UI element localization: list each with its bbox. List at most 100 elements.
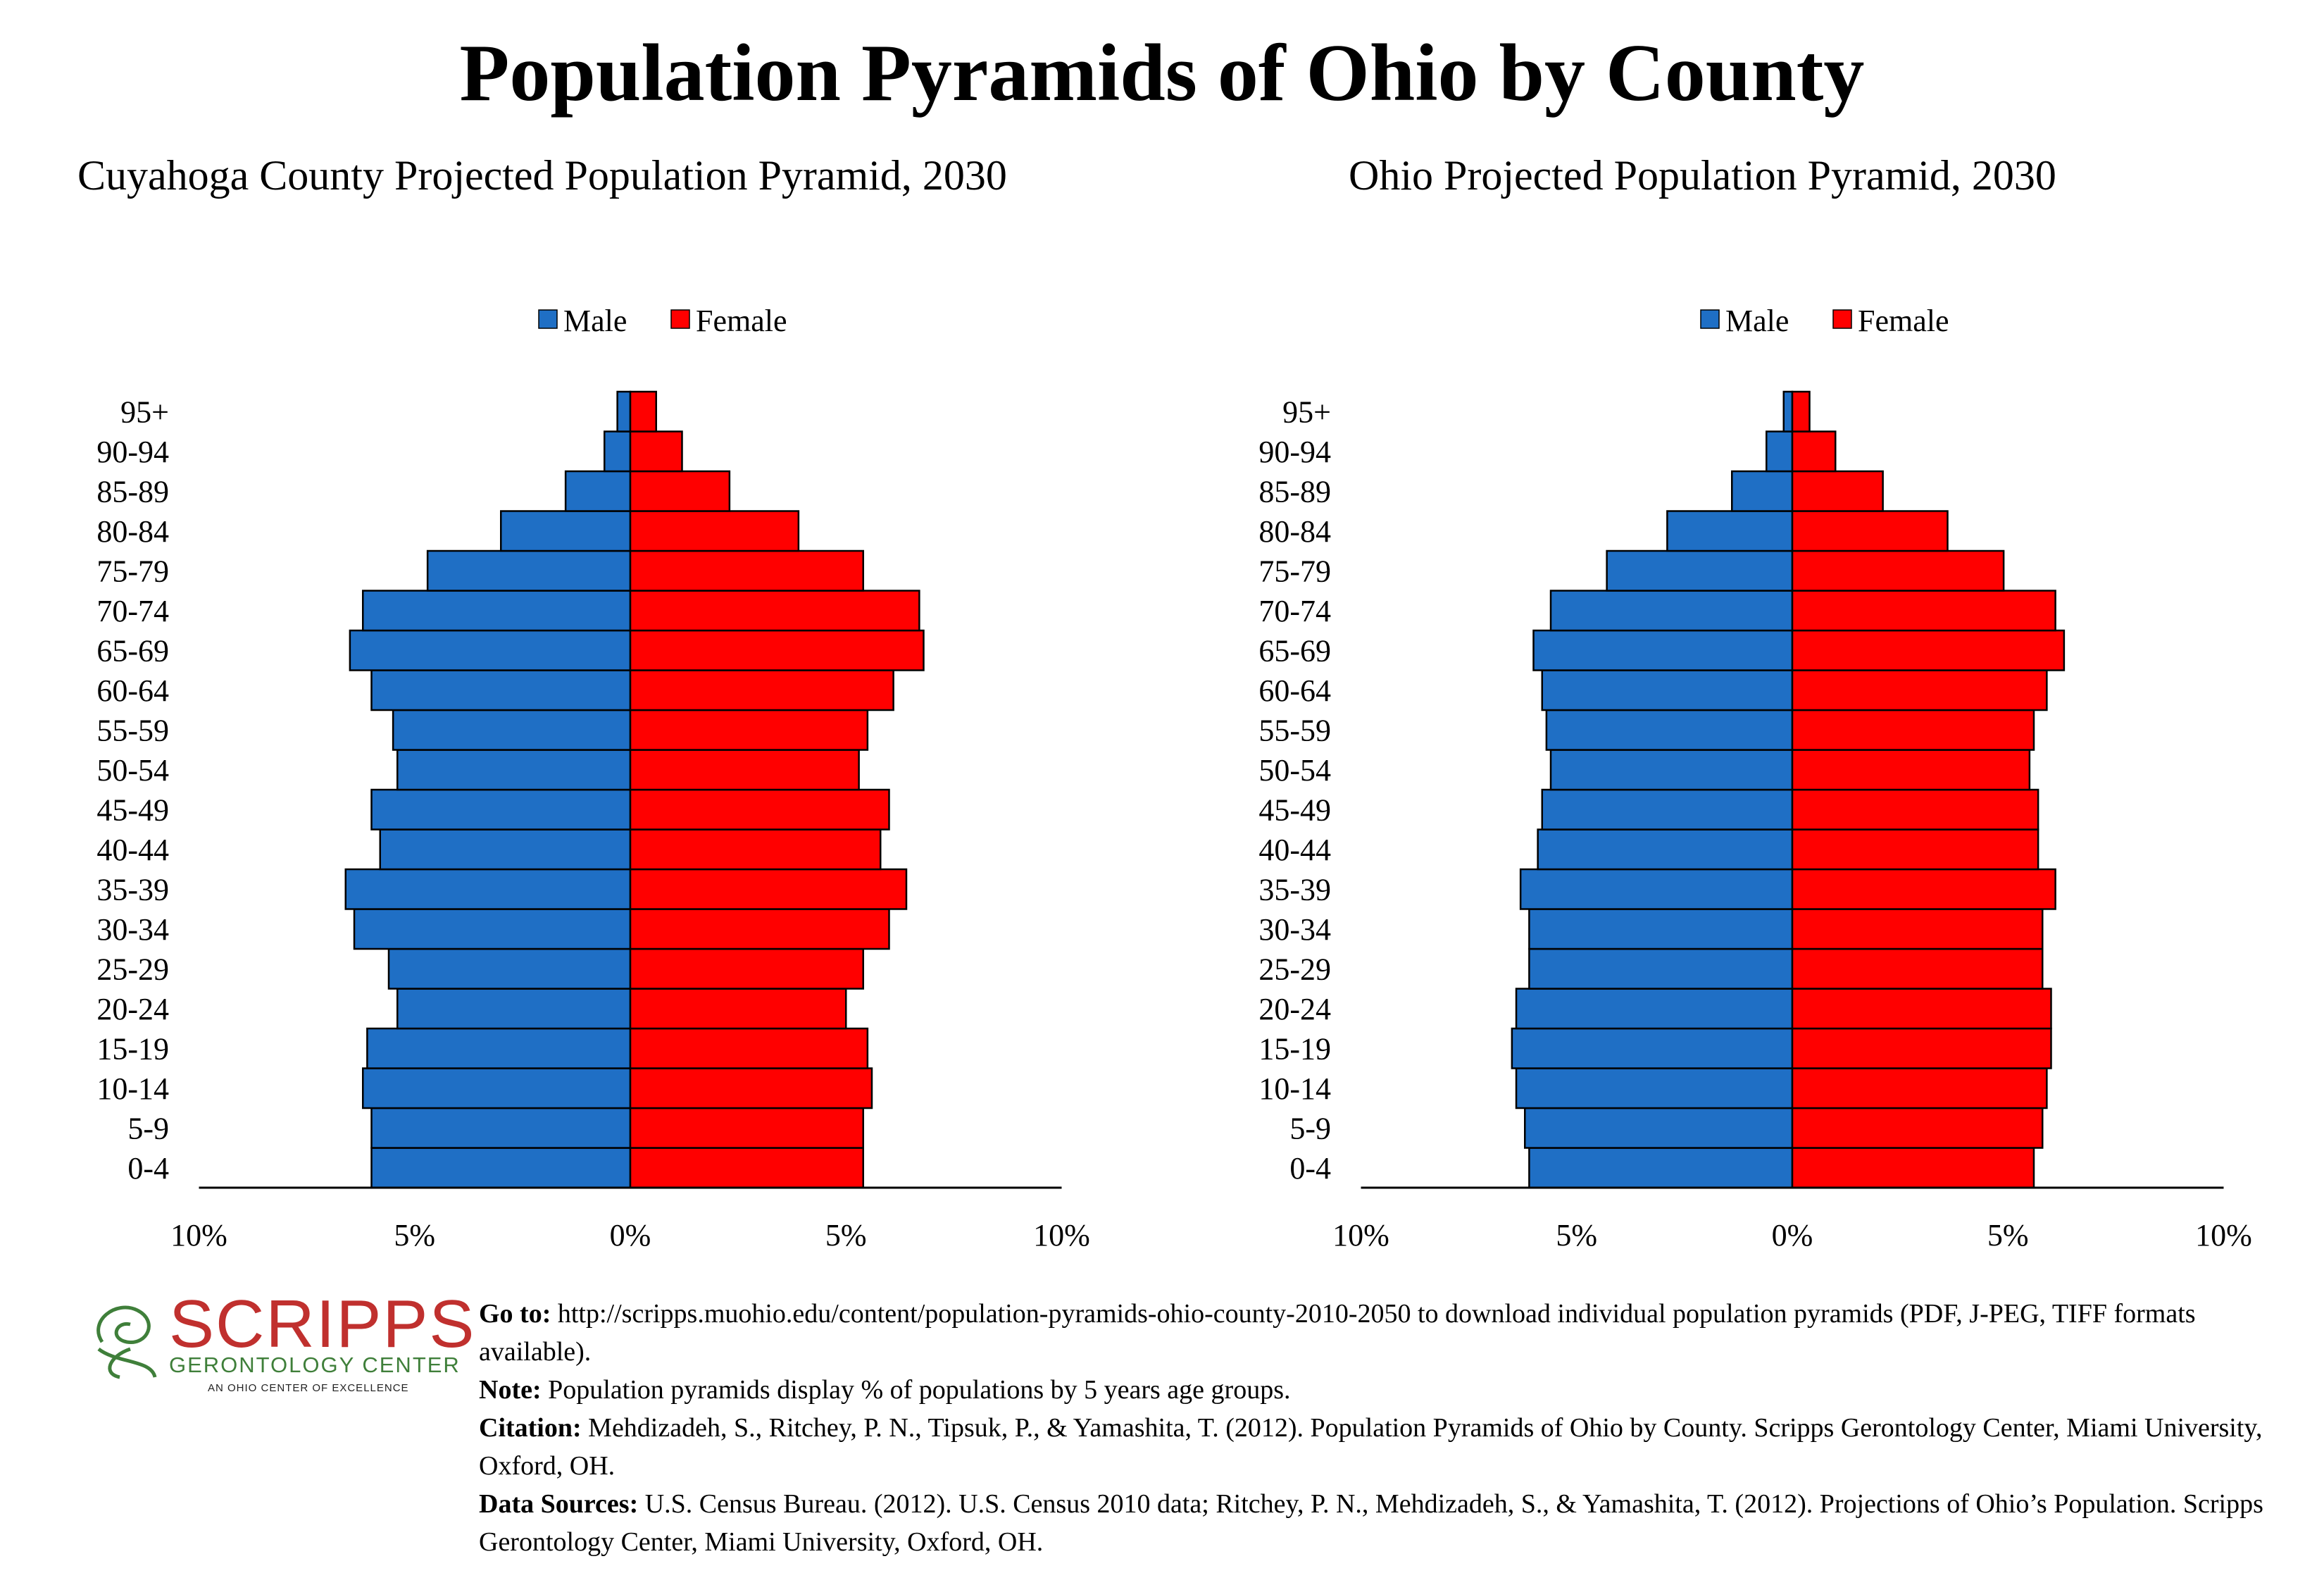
bar-male-0-4: [1528, 1147, 1794, 1189]
bar-female-30-34: [629, 908, 890, 950]
category-label: 20-24: [1258, 992, 1331, 1026]
x-tick-label: 10%: [1332, 1218, 1389, 1253]
chart-title-ohio: Ohio Projected Population Pyramid, 2030: [1349, 152, 2056, 199]
category-label: 35-39: [1258, 872, 1331, 907]
x-tick-label: 5%: [394, 1218, 435, 1253]
category-label: 15-19: [1258, 1031, 1331, 1066]
category-label: 0-4: [1289, 1151, 1331, 1186]
pyramid-chart-ohio: Male Female 0-4 5-9 10-14 15-19 20-24 25-29 30-3…: [1258, 304, 2252, 1253]
category-label: 70-74: [1258, 594, 1331, 628]
category-label: 70-74: [96, 594, 169, 628]
bar-male-15-19: [366, 1027, 632, 1069]
bar-female-45-49: [1791, 788, 2039, 831]
bar-female-75-79: [1791, 549, 2005, 592]
bar-female-0-4: [629, 1147, 864, 1189]
bar-male-70-74: [362, 590, 632, 632]
category-label: 85-89: [96, 474, 169, 509]
bar-male-0-4: [370, 1147, 632, 1189]
bar-female-75-79: [629, 549, 864, 592]
bar-female-20-24: [1791, 988, 2052, 1030]
bar-male-65-69: [1532, 629, 1794, 671]
bar-male-60-64: [370, 669, 632, 711]
bar-male-20-24: [1515, 988, 1794, 1030]
legend-female-label: Female: [1858, 304, 1949, 338]
bar-male-90-94: [1766, 430, 1794, 473]
bar-female-40-44: [1791, 828, 2039, 871]
logo-subtitle: GERONTOLOGY CENTER: [169, 1353, 461, 1377]
category-label: 30-34: [1258, 912, 1331, 947]
bar-female-0-4: [1791, 1147, 2035, 1189]
bar-female-60-64: [1791, 669, 2048, 711]
x-tick-label: 0%: [610, 1218, 651, 1253]
logo-wordmark: SCRIPPS: [169, 1286, 476, 1362]
bar-female-95+: [1791, 390, 1811, 433]
category-label: 45-49: [96, 792, 169, 827]
category-label: 60-64: [96, 673, 169, 708]
category-label: 80-84: [96, 514, 169, 549]
category-label: 85-89: [1258, 474, 1331, 509]
bar-male-10-14: [1515, 1067, 1794, 1110]
category-label: 75-79: [96, 554, 169, 588]
category-label: 55-59: [1258, 713, 1331, 747]
category-label: 65-69: [96, 633, 169, 668]
bar-female-10-14: [1791, 1067, 2048, 1110]
bar-male-95+: [1782, 390, 1794, 433]
bar-female-80-84: [629, 510, 800, 552]
category-label: 55-59: [96, 713, 169, 747]
category-label: 65-69: [1258, 633, 1331, 668]
legend: Male Female: [1700, 304, 1949, 338]
bar-male-30-34: [1528, 908, 1794, 950]
bar-male-25-29: [1528, 947, 1794, 990]
category-label: 90-94: [1258, 435, 1331, 469]
bar-female-15-19: [629, 1027, 869, 1069]
category-label: 35-39: [96, 872, 169, 907]
bar-female-25-29: [629, 947, 864, 990]
bar-male-45-49: [1541, 788, 1794, 831]
bar-male-70-74: [1549, 590, 1794, 632]
bar-female-5-9: [1791, 1107, 2044, 1149]
bar-male-50-54: [396, 749, 632, 791]
bar-female-35-39: [629, 868, 908, 910]
footer-notes: Go to: http://scripps.muohio.edu/content…: [479, 1295, 2310, 1561]
category-label: 15-19: [96, 1031, 169, 1066]
category-label: 20-24: [96, 992, 169, 1026]
category-label: 45-49: [1258, 792, 1331, 827]
bar-male-80-84: [1666, 510, 1794, 552]
legend-male-swatch: [1700, 309, 1720, 329]
page-title: Population Pyramids of Ohio by County: [459, 28, 1865, 118]
bar-male-60-64: [1541, 669, 1794, 711]
bar-female-85-89: [629, 470, 731, 512]
category-label: 0-4: [127, 1151, 169, 1186]
category-label: 10-14: [96, 1071, 169, 1106]
bar-female-65-69: [629, 629, 925, 671]
category-label: 75-79: [1258, 554, 1331, 588]
bar-male-55-59: [392, 709, 632, 751]
bar-male-80-84: [500, 510, 632, 552]
bar-male-35-39: [1519, 868, 1794, 910]
x-tick-label: 10%: [2195, 1218, 2252, 1253]
bar-male-5-9: [370, 1107, 632, 1149]
bar-male-5-9: [1524, 1107, 1794, 1149]
legend-male-swatch: [538, 309, 558, 329]
swirl-logo-icon: [96, 1305, 157, 1379]
x-tick-label: 10%: [170, 1218, 227, 1253]
footer-citation: Citation: Mehdizadeh, S., Ritchey, P. N.…: [479, 1413, 2263, 1481]
bar-female-70-74: [629, 590, 920, 632]
category-label: 5-9: [1289, 1111, 1331, 1145]
category-label: 50-54: [96, 753, 169, 788]
bar-female-10-14: [629, 1067, 873, 1110]
bar-female-80-84: [1791, 510, 1949, 552]
legend-male-label: Male: [1725, 304, 1789, 338]
category-label: 5-9: [127, 1111, 169, 1145]
bar-male-30-34: [353, 908, 632, 950]
category-label: 60-64: [1258, 673, 1331, 708]
bar-female-50-54: [1791, 749, 2031, 791]
category-label: 95+: [1282, 394, 1331, 429]
footer-goto: Go to: http://scripps.muohio.edu/content…: [479, 1299, 2196, 1367]
x-tick-label: 5%: [1987, 1218, 2029, 1253]
bar-male-90-94: [604, 430, 632, 473]
bar-female-50-54: [629, 749, 860, 791]
category-label: 25-29: [1258, 952, 1331, 986]
bar-male-25-29: [387, 947, 632, 990]
bar-female-55-59: [629, 709, 869, 751]
